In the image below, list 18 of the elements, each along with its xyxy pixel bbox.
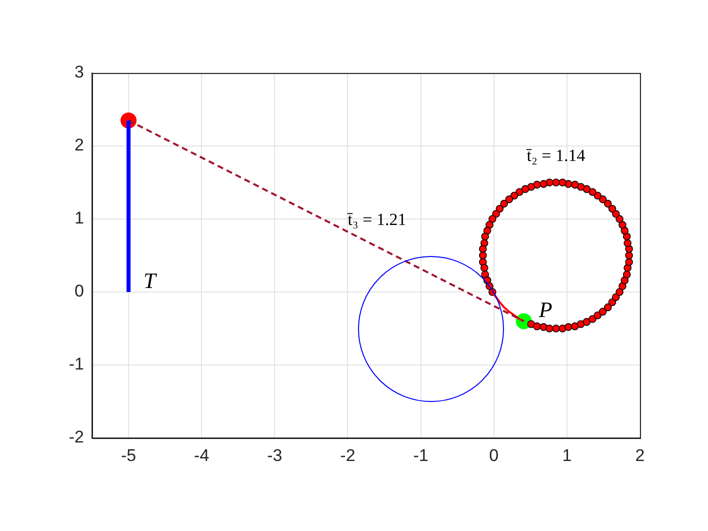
annotation: t̄₂ = 1.14 [526, 146, 586, 165]
annotation: P [538, 296, 552, 322]
annotation: t̄₃ = 1.21 [346, 210, 406, 230]
y-tick-label: -2 [68, 428, 84, 447]
y-tick-label: 3 [74, 62, 84, 82]
x-tick-label: 0 [489, 446, 499, 465]
y-tick-label: -1 [68, 354, 84, 374]
x-tick-label: 2 [635, 446, 645, 465]
x-tick-label: -2 [340, 446, 356, 465]
x-tick-label: -3 [267, 446, 282, 465]
y-tick-label: 0 [74, 282, 84, 301]
x-tick-label: -5 [120, 446, 136, 465]
annotation: T [144, 268, 158, 293]
x-tick-label: 1 [562, 446, 572, 465]
x-tick-label: -4 [194, 446, 210, 465]
y-tick-label: 2 [74, 136, 84, 155]
x-tick-label: -1 [413, 446, 428, 465]
y-tick-label: 1 [74, 208, 84, 228]
